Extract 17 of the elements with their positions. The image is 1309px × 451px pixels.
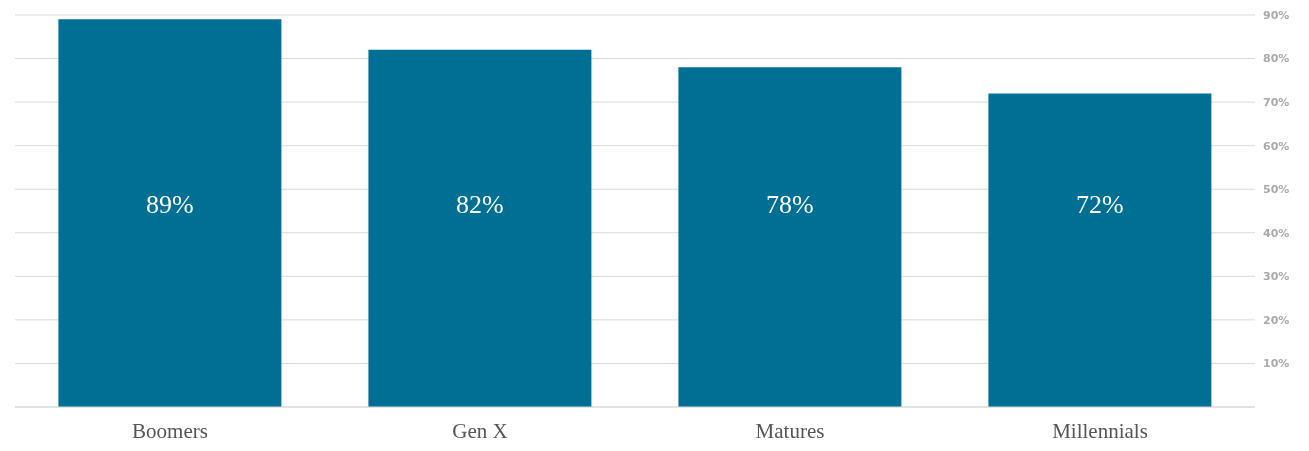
y-tick-label: 80% [1263,52,1290,66]
y-tick-label: 20% [1263,313,1290,327]
y-tick-label: 60% [1263,139,1290,153]
y-tick-label: 40% [1263,226,1290,240]
x-tick-label: Millennials [1052,418,1148,443]
y-tick-label: 50% [1263,183,1290,197]
data-label: 78% [766,189,814,219]
x-tick-label: Boomers [132,418,208,443]
y-tick-label: 70% [1263,96,1290,110]
data-label: 72% [1076,189,1124,219]
y-tick-label: 30% [1263,270,1290,284]
x-tick-label: Gen X [452,418,508,443]
y-tick-label: 10% [1263,357,1290,371]
x-tick-label: Matures [755,418,825,443]
y-tick-label: 90% [1263,8,1290,22]
data-label: 89% [146,189,194,219]
data-label: 82% [456,189,504,219]
